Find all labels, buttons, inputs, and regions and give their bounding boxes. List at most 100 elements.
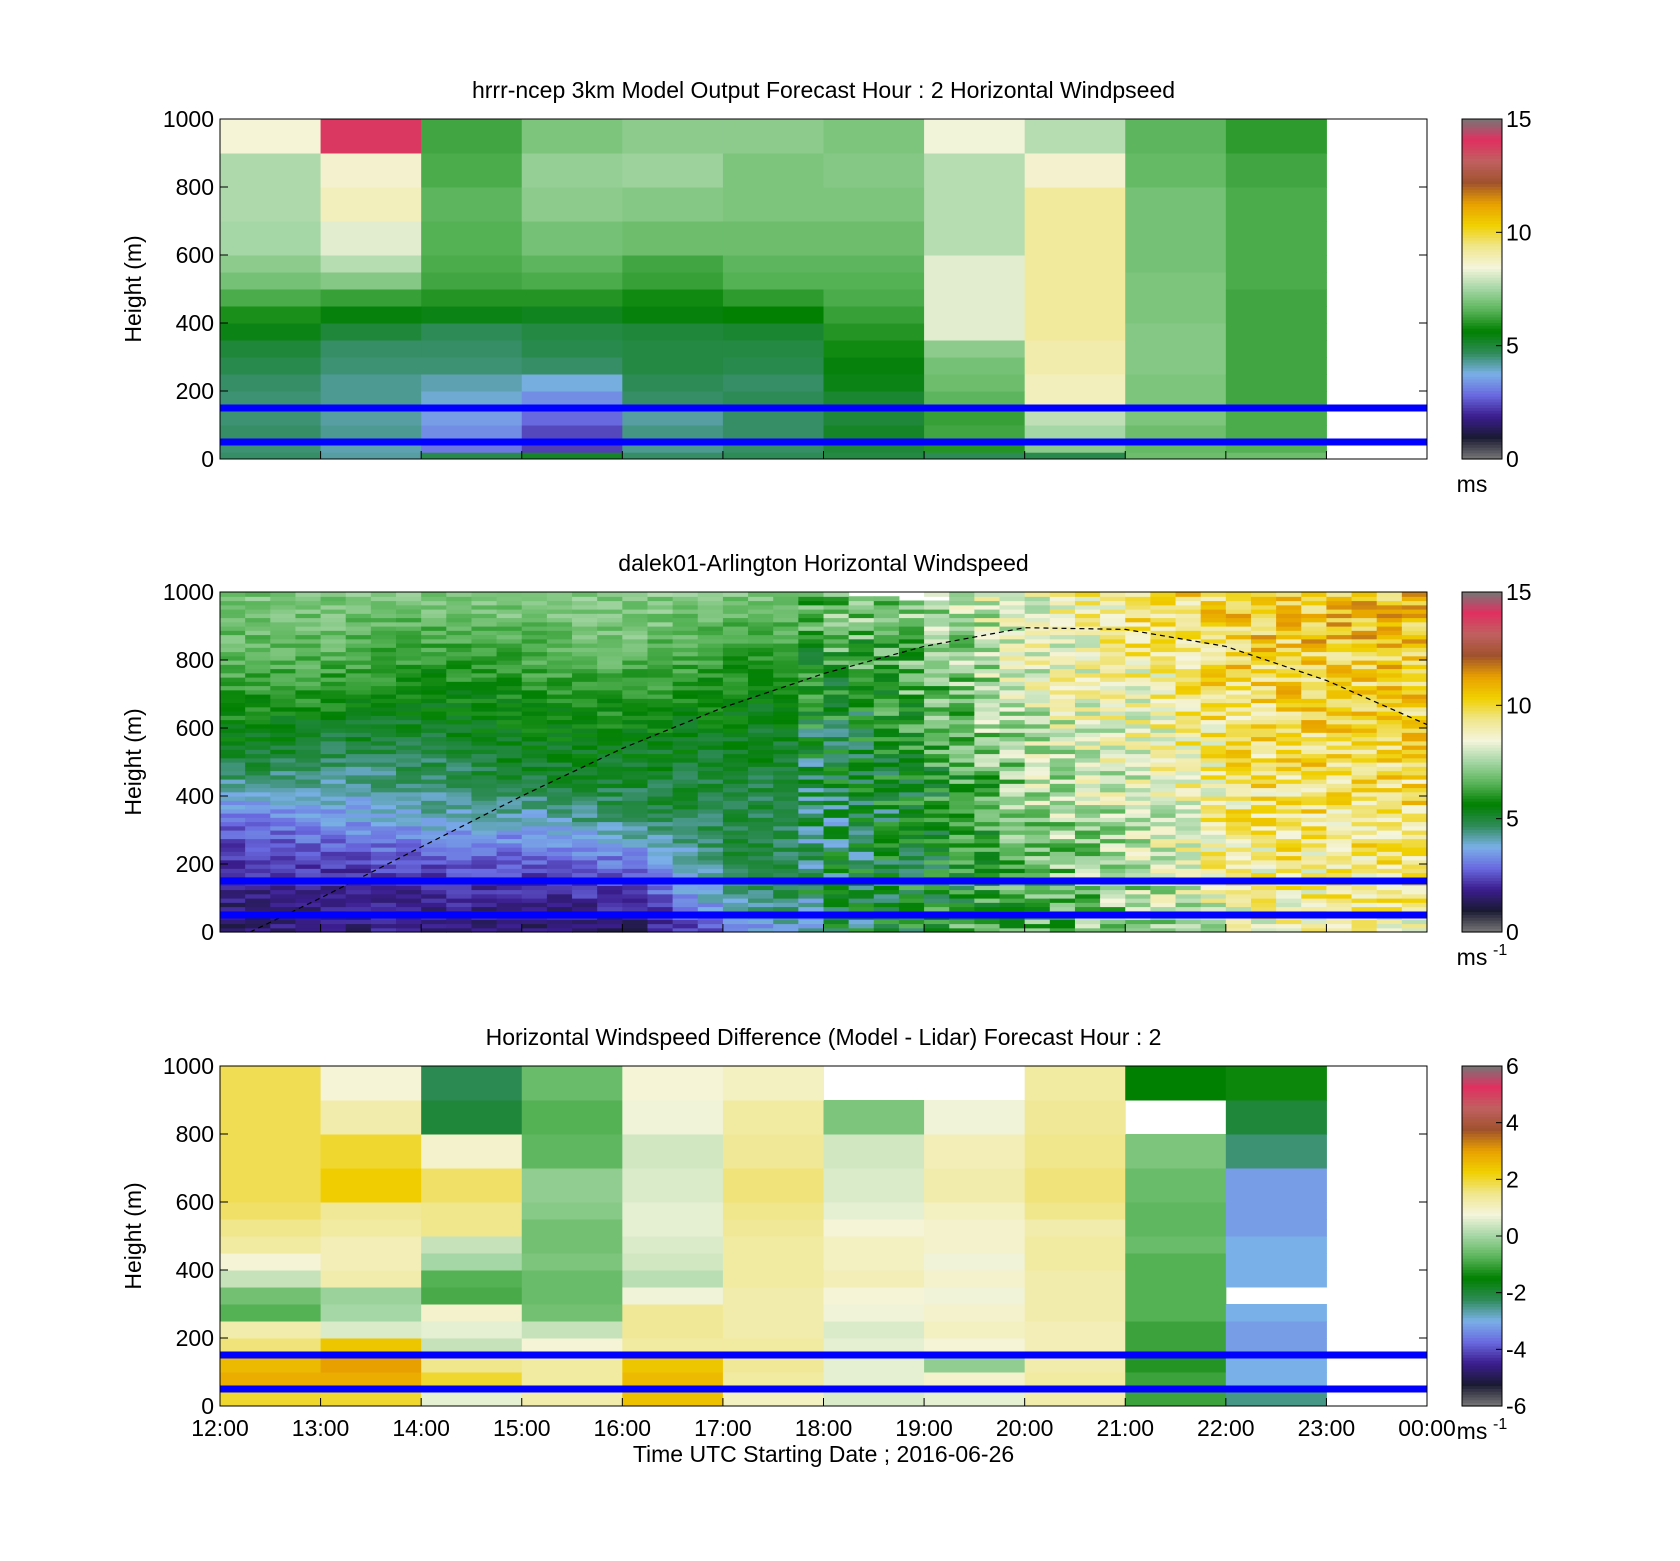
heatmap-cell (496, 626, 523, 631)
heatmap-cell (220, 1066, 322, 1101)
heatmap-cell (773, 745, 799, 750)
colorbar-swatch (1462, 767, 1502, 772)
heatmap-cell (1150, 706, 1177, 712)
heatmap-cell (748, 808, 774, 814)
heatmap-cell (974, 766, 1001, 772)
heatmap-cell (471, 621, 498, 627)
heatmap-cell (1100, 719, 1126, 725)
heatmap-cell (1376, 825, 1403, 831)
heatmap-cell (1225, 817, 1252, 823)
heatmap-cell (396, 677, 422, 682)
heatmap-cell (1225, 1202, 1327, 1220)
heatmap-cell (873, 808, 900, 814)
heatmap-cell (370, 855, 397, 861)
heatmap-cell (270, 706, 296, 712)
heatmap-cell (1024, 906, 1051, 912)
heatmap-cell (1024, 1202, 1126, 1220)
heatmap-cell (898, 702, 925, 708)
heatmap-cell (1351, 626, 1378, 631)
heatmap-cell (697, 762, 724, 767)
heatmap-cell (1150, 817, 1177, 823)
heatmap-cell (1276, 804, 1302, 810)
heatmap-cell (1351, 923, 1378, 929)
heatmap-cell (873, 626, 900, 631)
heatmap-cell (270, 719, 296, 725)
heatmap-cell (496, 660, 523, 665)
heatmap-cell (1351, 711, 1378, 716)
heatmap-cell (1125, 1253, 1227, 1271)
heatmap-cell (1401, 868, 1428, 874)
heatmap-cell (924, 728, 950, 733)
heatmap-cell (999, 855, 1026, 861)
colorbar-swatch (1462, 419, 1502, 423)
heatmap-cell (949, 753, 975, 759)
colorbar-swatch (1462, 1219, 1502, 1223)
heatmap-cell (320, 638, 347, 644)
heatmap-cell (697, 821, 724, 827)
heatmap-cell (748, 740, 774, 746)
heatmap-cell (848, 634, 875, 640)
heatmap-cell (496, 825, 523, 831)
heatmap-cell (345, 753, 372, 759)
heatmap-cell (949, 596, 975, 602)
heatmap-cell (546, 596, 573, 602)
heatmap-cell (521, 357, 623, 375)
heatmap-cell (1276, 762, 1302, 767)
heatmap-cell (1351, 825, 1378, 831)
heatmap-cell (773, 626, 799, 631)
heatmap-cell (421, 762, 447, 767)
heatmap-cell (295, 889, 322, 895)
heatmap-cell (496, 681, 523, 687)
heatmap-cell (396, 626, 422, 631)
heatmap-cell (396, 796, 422, 801)
heatmap-cell (1401, 664, 1428, 670)
heatmap-cell (421, 927, 447, 933)
heatmap-cell (572, 864, 598, 869)
heatmap-cell (572, 702, 598, 708)
heatmap-cell (722, 723, 749, 729)
heatmap-cell (496, 927, 523, 933)
heatmap-cell (1351, 655, 1378, 661)
heatmap-cell (1276, 902, 1302, 908)
colorbar-swatch (1462, 1216, 1502, 1220)
heatmap-cell (521, 868, 548, 874)
heatmap-cell (1125, 630, 1151, 636)
heatmap-cell (622, 452, 724, 460)
colorbar-swatch (1462, 742, 1502, 746)
dashed-curve (249, 627, 1428, 933)
heatmap-cell (370, 647, 397, 653)
heatmap-cell (320, 617, 347, 623)
heatmap-cell (421, 672, 447, 678)
heatmap-cell (697, 630, 724, 636)
colorbar-swatch (1462, 798, 1502, 803)
colorbar-tick-label: 5 (1506, 806, 1519, 832)
heatmap-cell (295, 626, 322, 631)
heatmap-cell (647, 885, 674, 891)
heatmap-cell (773, 817, 799, 823)
heatmap-cell (999, 864, 1026, 869)
heatmap-cell (974, 609, 1001, 614)
heatmap-cell (1250, 851, 1277, 857)
heatmap-cell (823, 272, 925, 290)
heatmap-cell (421, 1287, 523, 1305)
heatmap-cell (823, 340, 925, 358)
colorbar-swatch (1462, 1187, 1502, 1192)
heatmap-cell (245, 621, 271, 627)
colorbar-swatch (1462, 883, 1502, 888)
heatmap-cell (1150, 889, 1177, 895)
heatmap-cell (546, 885, 573, 891)
colorbar-swatch (1462, 1185, 1502, 1189)
heatmap-cell (1326, 706, 1353, 712)
heatmap-cell (496, 783, 523, 789)
heatmap-cell (949, 749, 975, 755)
heatmap-cell (722, 357, 824, 375)
heatmap-cell (722, 681, 749, 687)
heatmap-cell (974, 706, 1001, 712)
heatmap-cell (521, 221, 623, 256)
heatmap-cell (999, 749, 1026, 755)
heatmap-cell (345, 842, 372, 848)
heatmap-cell (823, 664, 850, 670)
heatmap-cell (798, 774, 824, 780)
heatmap-cell (245, 808, 271, 814)
heatmap-cell (471, 723, 498, 729)
